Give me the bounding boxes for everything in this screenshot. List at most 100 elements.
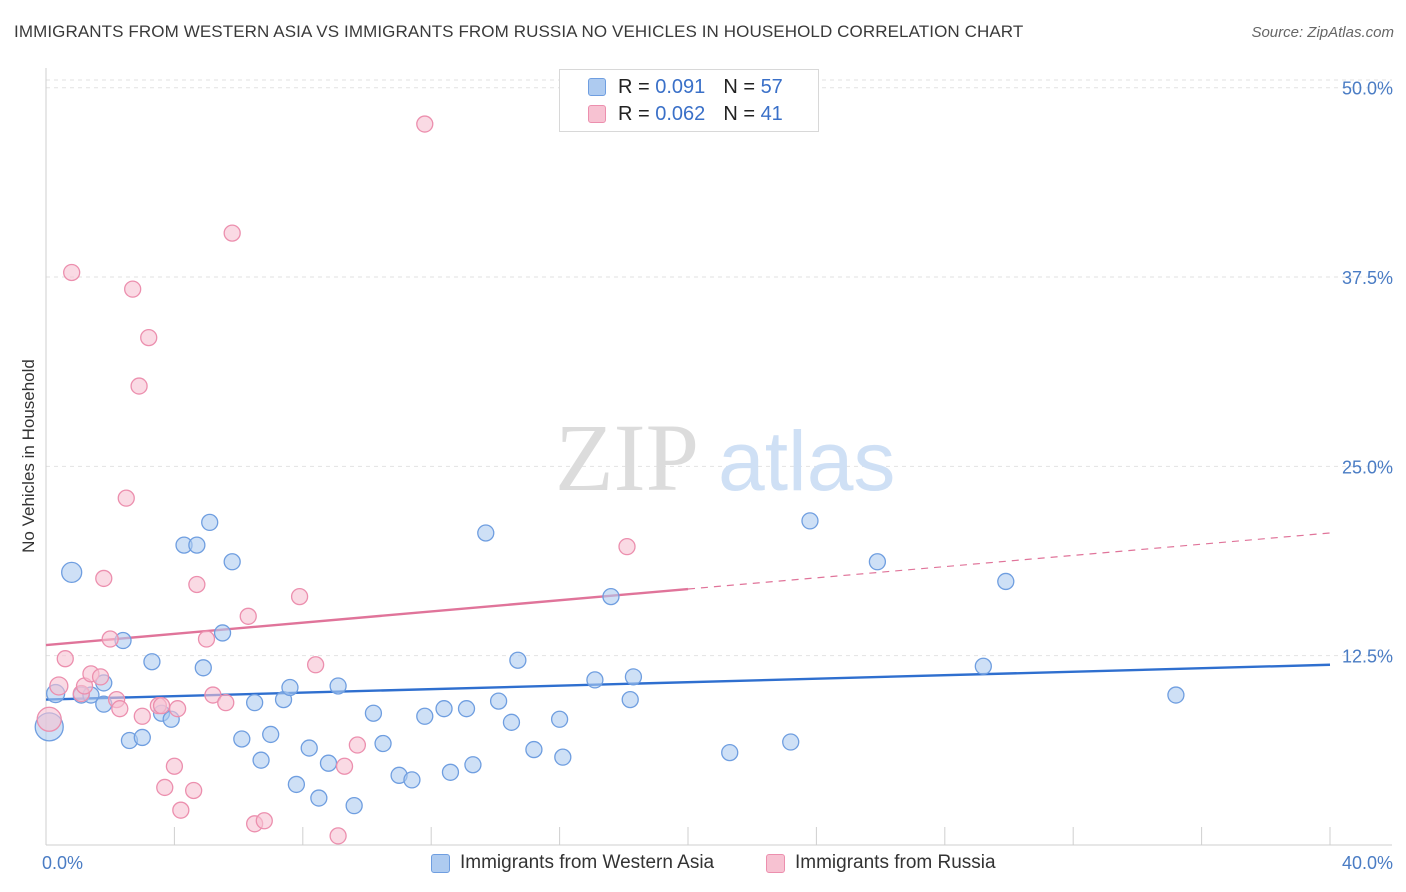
- point-russia: [618, 537, 636, 556]
- legend-row-russia: R = 0.062 N = 41: [588, 101, 783, 127]
- data-points: [34, 115, 1185, 845]
- tick-labels: 12.5% 25.0% 37.5% 50.0% 0.0% 40.0%: [42, 79, 1393, 873]
- point-western-asia: [61, 561, 83, 584]
- point-russia: [111, 700, 129, 718]
- point-russia: [156, 778, 174, 797]
- point-russia: [63, 263, 81, 282]
- watermark-atlas: atlas: [718, 414, 895, 508]
- point-western-asia: [782, 733, 800, 751]
- point-western-asia: [262, 725, 280, 744]
- point-western-asia: [602, 587, 620, 606]
- point-russia: [197, 630, 216, 648]
- point-russia: [290, 587, 309, 606]
- point-western-asia: [374, 734, 392, 753]
- point-western-asia: [525, 740, 543, 759]
- point-western-asia: [489, 692, 508, 710]
- point-russia: [172, 801, 190, 819]
- point-russia: [117, 489, 135, 507]
- point-western-asia: [441, 763, 460, 781]
- point-russia: [165, 757, 184, 775]
- point-russia: [416, 115, 434, 133]
- x-tick-label: 0.0%: [42, 853, 83, 873]
- point-russia: [101, 630, 119, 648]
- point-western-asia: [281, 678, 299, 697]
- point-russia: [306, 656, 325, 674]
- legend-n-label: N =: [723, 75, 755, 98]
- point-western-asia: [464, 756, 482, 774]
- y-tick-label: 25.0%: [1342, 457, 1393, 477]
- point-western-asia: [329, 677, 347, 695]
- point-western-asia: [868, 553, 887, 571]
- point-russia: [348, 736, 367, 754]
- series-legend-russia: Immigrants from Russia: [766, 852, 996, 874]
- point-western-asia: [509, 651, 527, 669]
- point-russia: [152, 697, 171, 715]
- series-swatch-pink: [766, 853, 785, 873]
- point-western-asia: [345, 796, 363, 815]
- point-western-asia: [550, 710, 569, 728]
- legend-r-label: R =: [618, 102, 650, 125]
- legend-n-value: 41: [760, 102, 783, 125]
- point-western-asia: [801, 512, 819, 530]
- point-russia: [223, 224, 241, 242]
- point-russia: [49, 676, 69, 696]
- point-western-asia: [403, 771, 421, 789]
- point-russia: [91, 668, 110, 686]
- point-russia: [168, 700, 187, 718]
- point-western-asia: [233, 730, 251, 748]
- point-western-asia: [477, 524, 495, 542]
- point-western-asia: [502, 713, 521, 731]
- point-western-asia: [201, 513, 219, 532]
- point-western-asia: [319, 754, 338, 772]
- correlation-legend: R = 0.091 N = 57 R = 0.062 N = 41: [559, 69, 819, 132]
- point-western-asia: [300, 739, 318, 757]
- point-western-asia: [997, 572, 1015, 591]
- point-western-asia: [188, 536, 206, 554]
- series-swatch-blue: [431, 853, 450, 873]
- point-russia: [140, 328, 158, 347]
- point-russia: [335, 757, 354, 775]
- point-western-asia: [310, 789, 328, 807]
- point-western-asia: [194, 659, 212, 677]
- legend-swatch-blue: [588, 78, 606, 96]
- point-russia: [124, 280, 142, 298]
- legend-r-label: R =: [618, 75, 650, 98]
- point-russia: [239, 607, 257, 625]
- point-western-asia: [621, 690, 639, 709]
- point-western-asia: [213, 624, 232, 642]
- point-russia: [185, 781, 203, 800]
- legend-n-value: 57: [760, 75, 783, 98]
- legend-swatch-pink: [588, 105, 606, 123]
- point-western-asia: [133, 728, 151, 747]
- watermark-zip: ZIP: [555, 404, 699, 511]
- chart-title: IMMIGRANTS FROM WESTERN ASIA VS IMMIGRAN…: [14, 22, 1024, 41]
- point-western-asia: [143, 653, 161, 671]
- point-western-asia: [457, 700, 476, 718]
- y-tick-label: 50.0%: [1342, 79, 1393, 99]
- point-western-asia: [252, 751, 270, 769]
- trend-line-solid: [45, 663, 1331, 701]
- trend-line-dashed: [687, 532, 1331, 590]
- x-tick-label: 40.0%: [1342, 853, 1393, 873]
- y-tick-label: 37.5%: [1342, 268, 1393, 288]
- y-tick-label: 12.5%: [1342, 647, 1393, 667]
- point-russia: [329, 827, 347, 845]
- point-russia: [130, 377, 148, 395]
- point-russia: [95, 569, 113, 588]
- series-name: Immigrants from Western Asia: [460, 852, 715, 873]
- point-western-asia: [586, 671, 604, 689]
- trend-line-solid: [45, 587, 689, 647]
- point-russia: [188, 575, 206, 594]
- y-axis-label: No Vehicles in Household: [19, 359, 38, 553]
- legend-row-western-asia: R = 0.091 N = 57: [588, 74, 783, 100]
- point-western-asia: [435, 700, 453, 718]
- trend-lines: [45, 532, 1331, 701]
- source-label: Source: ZipAtlas.com: [1251, 24, 1394, 41]
- point-western-asia: [223, 553, 241, 571]
- point-western-asia: [245, 693, 264, 712]
- point-western-asia: [364, 704, 383, 722]
- point-russia: [217, 693, 235, 712]
- point-russia: [36, 706, 62, 732]
- legend-r-value: 0.091: [655, 75, 706, 98]
